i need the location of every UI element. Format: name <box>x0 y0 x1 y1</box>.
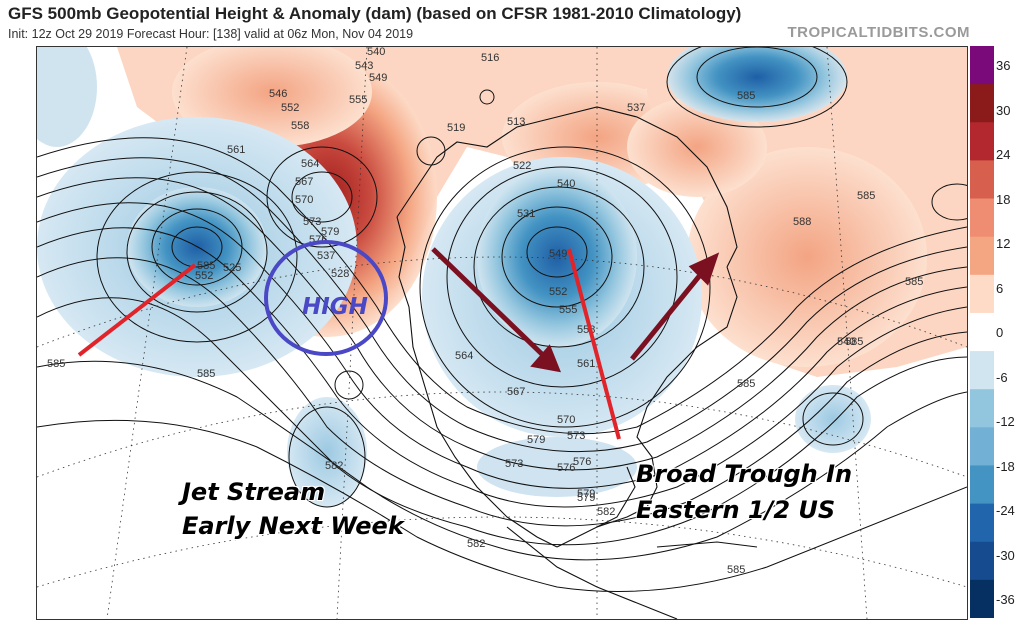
contour-label: 576 <box>557 462 575 474</box>
colorbar-tick-label: 0 <box>996 325 1004 340</box>
colorbar-tick-label: -36 <box>996 592 1015 607</box>
contour-label: 540 <box>837 336 855 348</box>
contour-label: 585 <box>737 378 755 390</box>
contour-label: 585 <box>905 276 923 288</box>
contour-label: 561 <box>227 144 245 156</box>
colorbar-swatch <box>970 465 994 505</box>
jet-stream-line <box>77 263 197 357</box>
colorbar-tick-label: -30 <box>996 547 1015 563</box>
contour-label: 513 <box>507 116 525 128</box>
contour-label: 582 <box>597 506 615 518</box>
credit-text: TROPICALTIDBITS.COM <box>787 24 970 41</box>
contour-label: 570 <box>557 414 575 426</box>
contour-label: 549 <box>549 248 567 260</box>
contour-label: 531 <box>517 208 535 220</box>
contour-label: 555 <box>559 304 577 316</box>
contour-label: 555 <box>349 94 367 106</box>
contour-label: 585 <box>737 90 755 102</box>
contour-label: 582 <box>325 460 343 472</box>
colorbar-tick-label: -24 <box>996 503 1015 518</box>
colorbar-swatch <box>970 351 994 390</box>
map-subtitle: Init: 12z Oct 29 2019 Forecast Hour: [13… <box>8 27 414 41</box>
contour-label: 576 <box>573 456 591 468</box>
trough-axis-line <box>567 248 621 440</box>
colorbar-tick-label: 6 <box>996 280 1004 296</box>
flow-arrows <box>431 247 720 373</box>
contour-label: 543 <box>355 60 373 72</box>
contour-label: 585 <box>47 358 65 370</box>
contour-label: 573 <box>303 216 321 228</box>
colorbar-swatch <box>970 312 994 352</box>
contour-label: 579 <box>527 434 545 446</box>
colorbar-tick-label: 24 <box>996 147 1011 162</box>
lat-lon-grid <box>37 47 967 619</box>
header: GFS 500mb Geopotential Height & Anomaly … <box>0 0 1024 46</box>
colorbar-swatch <box>970 274 994 314</box>
contour-label: 579 <box>321 226 339 238</box>
colorbar-swatch <box>970 427 994 466</box>
contour-label: 528 <box>331 268 349 280</box>
colorbar-tick-label: 36 <box>996 58 1011 73</box>
contour-label: 558 <box>291 120 309 132</box>
colorbar-swatch <box>970 389 994 428</box>
contour-label: 516 <box>481 52 499 64</box>
high-pressure-label: HIGH <box>302 294 368 320</box>
contour-label: 579 <box>577 492 595 504</box>
colorbar-tick-label: -18 <box>996 458 1015 474</box>
contour-label: 564 <box>301 158 319 170</box>
colorbar-swatch <box>970 541 994 581</box>
contour-label: 519 <box>447 122 465 134</box>
contour-label: 582 <box>467 538 485 550</box>
colorbar-swatch <box>970 503 994 543</box>
contour-label: 585 <box>857 190 875 202</box>
contour-label: 579 <box>577 488 595 500</box>
contour-label: 552 <box>549 286 567 298</box>
contour-label: 567 <box>295 176 313 188</box>
contour-label: 585 <box>197 368 215 380</box>
contour-label: 585 <box>197 260 215 272</box>
colorbar-swatch <box>970 46 994 85</box>
contour-label: 585 <box>845 336 863 348</box>
contour-label: 561 <box>577 358 595 370</box>
colorbar-tick-label: 18 <box>996 191 1011 207</box>
contour-label: 537 <box>317 250 335 262</box>
contour-labels: 5405435495465525555585615645675705735765… <box>47 47 923 576</box>
contour-label: 573 <box>505 458 523 470</box>
colorbar-swatch <box>970 122 994 161</box>
colorbar-tick-label: -6 <box>996 369 1008 385</box>
early-next-week-label: Early Next Week <box>182 512 404 540</box>
contour-label: 525 <box>223 262 241 274</box>
colorbar-tick-label: 30 <box>996 102 1011 118</box>
colorbar-swatch <box>970 84 994 123</box>
high-circle <box>264 240 388 356</box>
contour-label: 564 <box>455 350 473 362</box>
contour-label: 546 <box>269 88 287 100</box>
map-panel: 540 543 549 546 552 555 558 561 564 567 570 573 576 5… <box>36 46 968 620</box>
broad-trough-label: Broad Trough In <box>636 460 853 488</box>
colorbar-swatch <box>970 160 994 200</box>
contour-label: 540 <box>557 178 575 190</box>
eastern-us-label: Eastern 1/2 US <box>636 496 836 524</box>
contour-label: 552 <box>281 102 299 114</box>
contour-label: 567 <box>507 386 525 398</box>
jet-stream-label: Jet Stream <box>182 478 326 506</box>
contour-label: 573 <box>567 430 585 442</box>
colorbar-swatch <box>970 198 994 238</box>
colorbar-swatch <box>970 579 994 618</box>
height-contours <box>37 47 967 592</box>
colorbar-tick-label: 12 <box>996 236 1011 251</box>
colorbar-swatch <box>970 236 994 276</box>
map-title: GFS 500mb Geopotential Height & Anomaly … <box>8 4 742 23</box>
contour-label: 522 <box>513 160 531 172</box>
contour-label: 570 <box>295 194 313 206</box>
anomaly-colorbar <box>970 46 994 618</box>
contour-label: 537 <box>627 102 645 114</box>
contour-label: 552 <box>195 270 213 282</box>
colorbar-tick-label: -12 <box>996 414 1015 429</box>
contour-label: 585 <box>727 564 745 576</box>
contour-label: 540 <box>367 47 385 58</box>
contour-label: 549 <box>369 72 387 84</box>
contour-label: 588 <box>793 216 811 228</box>
height-anomaly-map: 5405435495465525555585615645675705735765… <box>37 47 967 619</box>
